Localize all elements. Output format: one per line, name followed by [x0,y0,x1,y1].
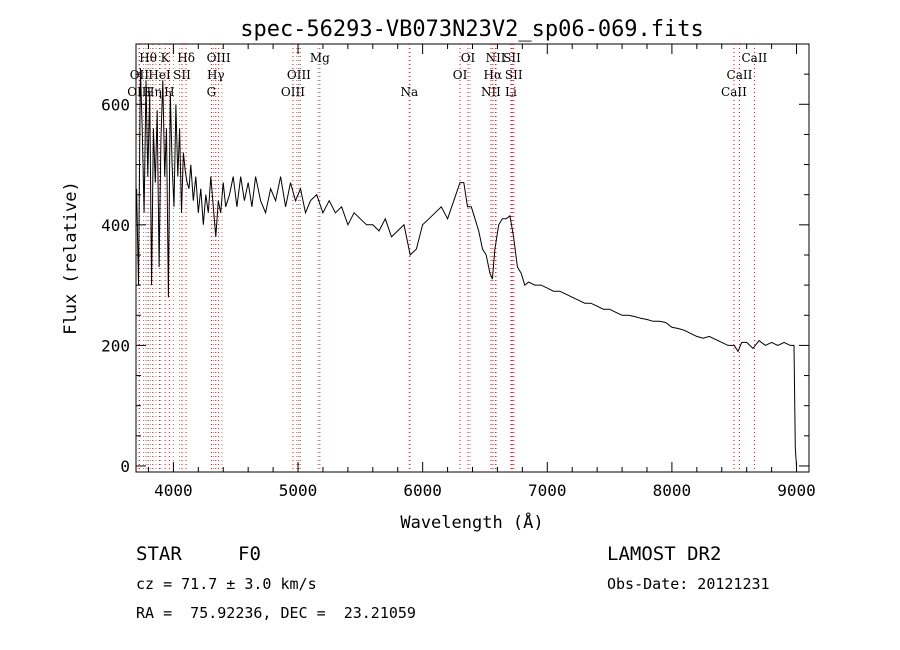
x-tick-label: 9000 [777,481,816,500]
marker-label-k: K [161,51,171,65]
marker-label-oi: OI [453,68,468,82]
x-tick-label: 8000 [653,481,692,500]
marker-label-mg: Mg [310,51,330,65]
marker-label-oiii: OIII [281,85,305,99]
x-tick-label: 7000 [528,481,567,500]
marker-label-sii: SII [505,68,523,82]
subclass: F0 [238,543,261,565]
marker-label-oiii: OIII [207,51,231,65]
marker-label-hγ: Hγ [207,68,225,82]
marker-label-nii: NII [486,51,506,65]
marker-label-oiii: OIII [287,68,311,82]
marker-label-hη: Hη [144,85,162,99]
marker-label-hα: Hα [484,68,503,82]
object-class: STAR [136,543,182,565]
survey-name: LAMOST DR2 [607,543,722,565]
x-tick-label: 5000 [279,481,318,500]
spectrum-line [136,68,797,467]
marker-label-hei: HeI [148,68,171,82]
marker-label-hθ: Hθ [139,51,157,65]
y-axis-label: Flux (relative) [61,181,81,335]
x-axis-label: Wavelength (Å) [400,511,543,533]
axis-tick-labels: 4000 5000 6000 7000 8000 9000 0 200 400 600 [101,95,816,500]
marker-label-na: Na [400,85,418,99]
marker-label-caii: CaII [721,85,747,99]
marker-label-h: H [164,85,174,99]
marker-label-sii: SII [173,68,191,82]
chart-title: spec-56293-VB073N23V2_sp06-069.fits [240,17,704,42]
axis-ticks [136,44,809,472]
y-tick-label: 0 [120,457,130,476]
plot-frame [135,43,810,473]
y-tick-label: 400 [101,216,130,235]
marker-label-caii: CaII [727,68,753,82]
marker-label-sii: SII [503,51,521,65]
x-tick-label: 6000 [403,481,442,500]
line-markers [138,44,755,472]
marker-label-g: G [207,85,217,99]
y-tick-label: 600 [101,95,130,114]
coordinates: RA = 75.92236, DEC = 23.21059 [136,604,416,622]
marker-label-nii: NII [481,85,501,99]
marker-label-li: Li [505,85,517,99]
marker-label-oi: OI [461,51,476,65]
redshift-cz: cz = 71.7 ± 3.0 km/s [136,575,317,593]
y-tick-label: 200 [101,336,130,355]
x-tick-label: 4000 [154,481,193,500]
observation-date: Obs-Date: 20121231 [607,575,770,593]
marker-label-oii: OII [130,68,150,82]
marker-label-hδ: Hδ [177,51,195,65]
marker-label-caii: CaII [741,51,767,65]
